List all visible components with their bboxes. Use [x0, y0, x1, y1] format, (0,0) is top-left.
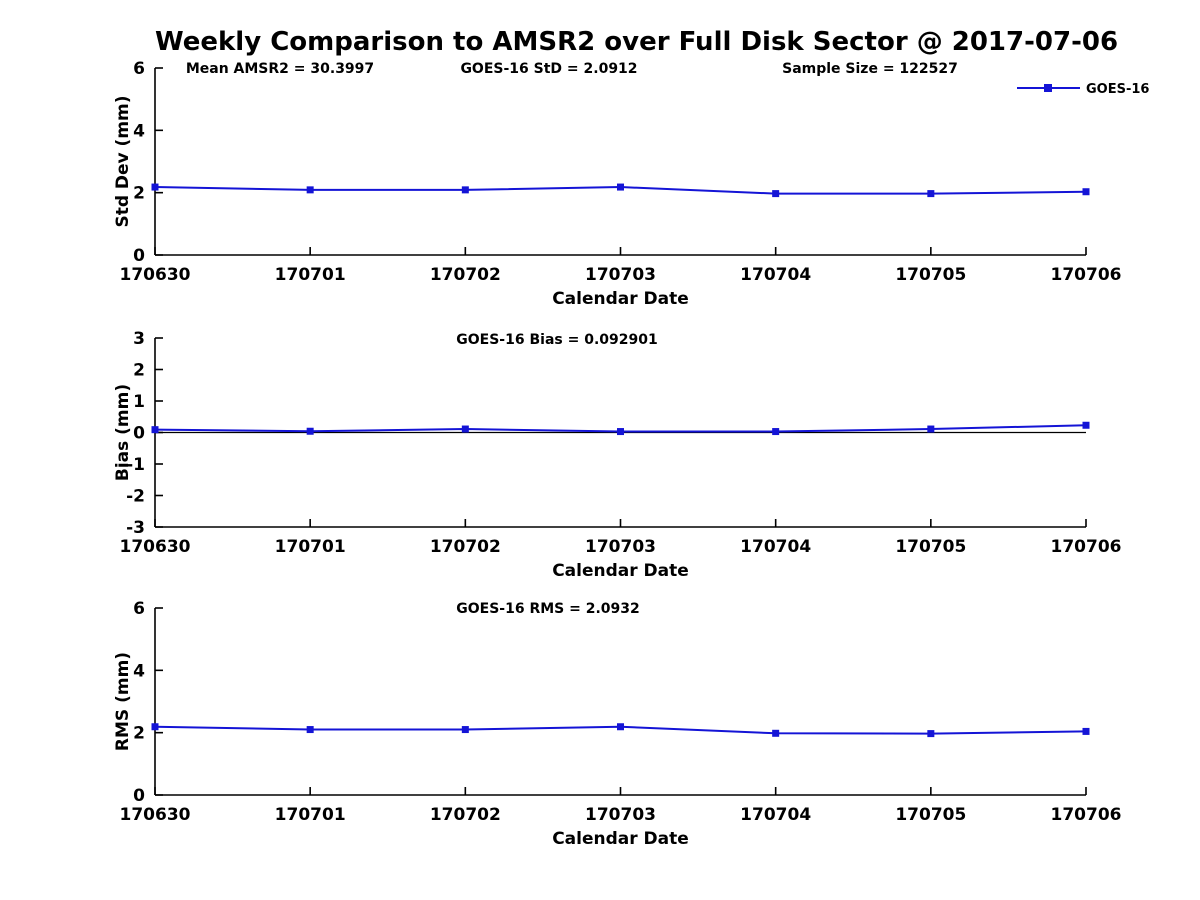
x-tick-label: 170701 — [275, 805, 346, 825]
y-tick-label: 2 — [133, 724, 145, 744]
annotation-text: Sample Size = 122527 — [782, 61, 958, 77]
data-marker — [461, 425, 469, 433]
annotation-text: GOES-16 RMS = 2.0932 — [456, 601, 640, 617]
data-marker — [151, 426, 159, 434]
x-tick-label: 170630 — [120, 537, 191, 557]
data-marker — [306, 726, 314, 734]
y-axis-label: RMS (mm) — [113, 652, 133, 751]
x-tick-label: 170702 — [430, 265, 501, 285]
annotation-text: GOES-16 StD = 2.0912 — [460, 61, 637, 77]
data-marker — [927, 425, 935, 433]
y-tick-label: 3 — [133, 329, 145, 349]
y-tick-label: 2 — [133, 184, 145, 204]
data-marker — [461, 186, 469, 194]
data-marker — [772, 428, 780, 436]
x-tick-label: 170630 — [120, 265, 191, 285]
y-tick-label: 0 — [133, 424, 145, 444]
x-tick-label: 170706 — [1051, 537, 1122, 557]
y-tick-label: -2 — [126, 487, 145, 507]
x-axis-label: Calendar Date — [552, 829, 689, 849]
legend-marker-sample — [1044, 84, 1052, 92]
x-tick-label: 170701 — [275, 265, 346, 285]
data-marker — [151, 723, 159, 731]
x-tick-label: 170702 — [430, 537, 501, 557]
data-marker — [306, 427, 314, 435]
chart-std-dev: 0 2 4 6 170630 170701 170702 170703 170704 170705… — [113, 59, 1149, 309]
x-tick-label: 170703 — [585, 805, 656, 825]
x-tick-label: 170703 — [585, 537, 656, 557]
data-marker — [617, 723, 624, 731]
data-marker — [151, 183, 159, 191]
legend: GOES-16 — [1017, 82, 1149, 97]
x-tick-label: 170704 — [740, 805, 811, 825]
x-tick-label: 170704 — [740, 265, 811, 285]
data-marker — [617, 183, 624, 191]
x-tick-label: 170702 — [430, 805, 501, 825]
y-tick-label: 0 — [133, 786, 145, 806]
y-tick-label: 2 — [133, 361, 145, 381]
x-tick-label: 170703 — [585, 265, 656, 285]
y-tick-label: -3 — [126, 518, 145, 538]
annotation-text: Mean AMSR2 = 30.3997 — [186, 61, 374, 77]
data-marker — [306, 186, 314, 194]
data-marker — [617, 428, 624, 436]
annotation-text: GOES-16 Bias = 0.092901 — [456, 332, 657, 348]
y-tick-label: 4 — [133, 661, 145, 681]
y-tick-label: 0 — [133, 246, 145, 266]
x-tick-label: 170704 — [740, 537, 811, 557]
data-marker — [1082, 421, 1090, 429]
data-marker — [772, 190, 780, 198]
y-tick-label: 4 — [133, 121, 145, 141]
x-tick-label: 170705 — [895, 537, 966, 557]
y-axis-label: Bias (mm) — [113, 384, 133, 481]
x-tick-label: 170701 — [275, 537, 346, 557]
legend-label: GOES-16 — [1086, 82, 1149, 97]
x-tick-label: 170705 — [895, 265, 966, 285]
data-marker — [772, 729, 780, 737]
figure-title: Weekly Comparison to AMSR2 over Full Dis… — [155, 27, 1119, 57]
x-tick-label: 170706 — [1051, 805, 1122, 825]
x-tick-label: 170706 — [1051, 265, 1122, 285]
data-marker — [927, 730, 935, 738]
x-tick-label: 170630 — [120, 805, 191, 825]
data-marker — [1082, 188, 1090, 196]
data-marker — [927, 190, 935, 198]
chart-rms: 0 2 4 6 170630 170701 170702 170703 170704 170705… — [113, 599, 1121, 849]
y-tick-label: 6 — [133, 59, 145, 79]
x-axis-label: Calendar Date — [552, 289, 689, 309]
data-marker — [461, 726, 469, 734]
x-axis-label: Calendar Date — [552, 561, 689, 581]
x-tick-label: 170705 — [895, 805, 966, 825]
data-marker — [1082, 727, 1090, 735]
y-axis-label: Std Dev (mm) — [113, 95, 133, 227]
y-tick-label: -1 — [126, 455, 145, 475]
y-tick-label: 1 — [133, 392, 145, 412]
y-tick-label: 6 — [133, 599, 145, 619]
